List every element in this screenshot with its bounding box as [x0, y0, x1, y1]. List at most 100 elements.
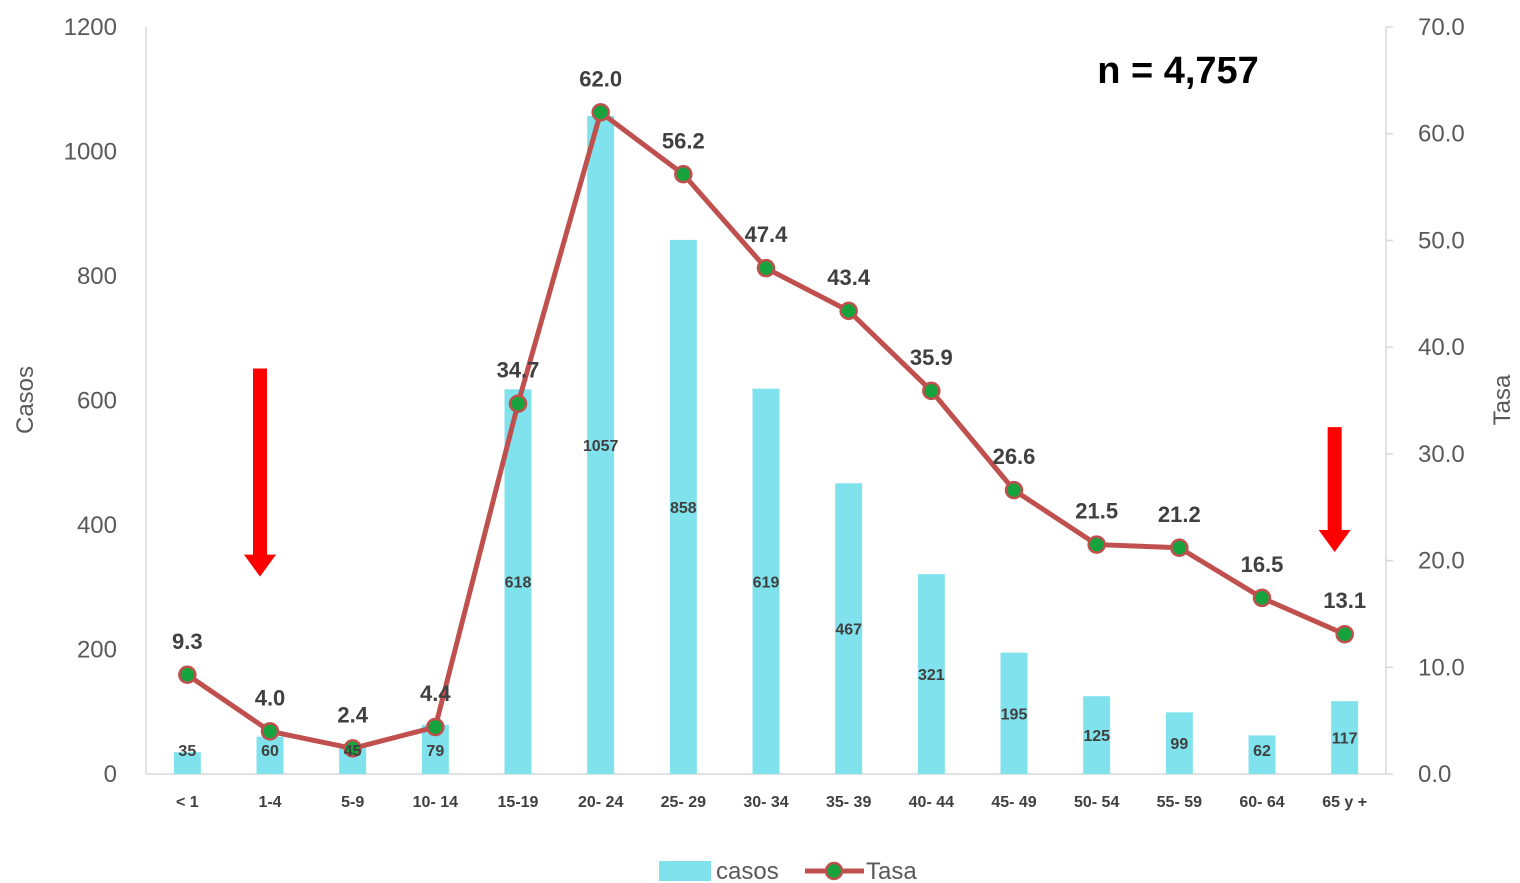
y-tick-label-left: 1000	[64, 139, 117, 166]
bar	[1165, 712, 1193, 774]
tasa-value-label: 16.5	[1241, 552, 1284, 577]
bar	[669, 239, 697, 774]
x-tick-label: 1-4	[258, 794, 281, 811]
tasa-point	[756, 258, 776, 278]
tasa-value-label: 21.5	[1075, 499, 1118, 524]
y-tick-label-left: 600	[77, 388, 117, 415]
y-tick-label-left: 1200	[64, 14, 117, 41]
bar-value-label: 79	[426, 743, 444, 760]
x-tick-label: 50- 54	[1074, 794, 1119, 811]
y-axis-title-right: Tasa	[1489, 374, 1516, 425]
bar	[504, 389, 532, 774]
tasa-point	[426, 717, 445, 737]
bar-value-label: 195	[1001, 706, 1028, 723]
x-tick-label: 35- 39	[826, 794, 871, 811]
bar-value-label: 99	[1170, 736, 1188, 753]
tasa-value-label: 62.0	[579, 66, 622, 91]
tasa-value-label: 47.4	[745, 222, 789, 247]
legend: casos Tasa	[659, 858, 917, 883]
tasa-value-label: 13.1	[1323, 588, 1366, 613]
y-tick-label-right: 40.0	[1418, 334, 1465, 361]
bar-value-label: 117	[1332, 731, 1358, 748]
tasa-value-label: 34.7	[497, 358, 540, 383]
axes: 0 200 400 600 800 1000 1200 0.0 10.0 20.0 30.0 40.0…	[64, 14, 1465, 811]
y-tick-label-left: 200	[77, 637, 117, 664]
y-tick-label-right: 50.0	[1418, 227, 1465, 254]
x-tick-label: 5-9	[341, 794, 364, 811]
tasa-point	[674, 165, 693, 184]
legend-swatch-casos	[659, 861, 711, 881]
total-annotation: n = 4,757	[1097, 50, 1259, 92]
bar-value-label: 858	[670, 500, 697, 517]
rate-line	[178, 103, 1354, 758]
y-tick-label-right: 30.0	[1418, 441, 1465, 468]
bar	[173, 752, 201, 774]
tasa-value-label: 21.2	[1158, 502, 1201, 527]
bar	[587, 116, 615, 774]
y-tick-label-left: 400	[77, 512, 117, 539]
red-arrow	[1318, 427, 1351, 553]
y-tick-label-right: 20.0	[1418, 548, 1465, 575]
tasa-point	[1252, 588, 1272, 608]
tasa-value-label: 56.2	[662, 128, 705, 153]
x-tick-label: 65 y +	[1322, 794, 1367, 811]
tasa-value-label: 9.3	[172, 629, 203, 654]
legend-label-tasa: Tasa	[866, 858, 917, 883]
tasa-value-label: 26.6	[993, 444, 1036, 469]
bar-value-label: 60	[261, 743, 279, 760]
bar	[256, 736, 284, 774]
tasa-value-label: 35.9	[910, 345, 953, 370]
bar	[1083, 696, 1111, 774]
bar-value-label: 1057	[583, 438, 619, 455]
tasa-point	[839, 301, 858, 321]
bar-value-label: 321	[918, 667, 945, 684]
tasa-value-label: 4.0	[255, 685, 286, 710]
bar	[835, 483, 863, 774]
bar-value-label: 35	[178, 743, 196, 760]
x-tick-label: < 1	[176, 794, 199, 811]
x-tick-label: 60- 64	[1239, 794, 1284, 811]
x-tick-label: 40- 44	[909, 794, 954, 811]
tasa-point	[260, 722, 280, 741]
bar-value-label: 618	[505, 575, 532, 592]
bar-value-label: 45	[344, 743, 362, 760]
bar-value-label: 62	[1253, 743, 1271, 760]
tasa-value-label: 43.4	[827, 265, 871, 290]
y-tick-label-right: 0.0	[1418, 761, 1451, 788]
tasa-point	[178, 665, 197, 685]
bar	[1331, 701, 1359, 774]
legend-swatch-tasa-marker	[824, 861, 844, 881]
bar-value-label: 125	[1083, 728, 1110, 745]
bar-value-label: 619	[753, 574, 780, 591]
tasa-point	[343, 739, 362, 758]
bar	[1248, 735, 1276, 774]
x-tick-label: 20- 24	[578, 794, 623, 811]
y-axis-title-left: Casos	[12, 366, 39, 434]
tasa-point	[1335, 624, 1354, 644]
x-tick-label: 15-19	[498, 794, 539, 811]
y-tick-label-left: 800	[77, 263, 117, 290]
x-tick-label: 45- 49	[991, 794, 1036, 811]
red-arrow	[244, 368, 276, 577]
tasa-point	[922, 381, 941, 401]
y-tick-label-right: 70.0	[1418, 14, 1465, 41]
tasa-value-label: 4.4	[420, 681, 451, 706]
x-tick-label: 25- 29	[661, 794, 706, 811]
x-tick-label: 30- 34	[743, 794, 788, 811]
tasa-point	[508, 394, 528, 413]
legend-label-casos: casos	[716, 858, 779, 883]
tasa-point	[1170, 538, 1189, 558]
y-tick-label-right: 10.0	[1418, 654, 1465, 681]
tasa-point	[591, 103, 610, 122]
y-tick-label-left: 0	[104, 761, 117, 788]
tasa-value-label: 2.4	[337, 702, 368, 727]
bar	[917, 574, 945, 774]
bars	[173, 116, 1359, 774]
tasa-point	[1004, 480, 1024, 500]
tasa-point	[1087, 535, 1106, 554]
data-labels: 35 60 45 79 618 1057 858 619 467 321 195 125 99 62 117…	[172, 66, 1366, 760]
bar	[1000, 652, 1028, 774]
x-tick-label: 55- 59	[1157, 794, 1202, 811]
y-tick-label-right: 60.0	[1418, 121, 1465, 148]
